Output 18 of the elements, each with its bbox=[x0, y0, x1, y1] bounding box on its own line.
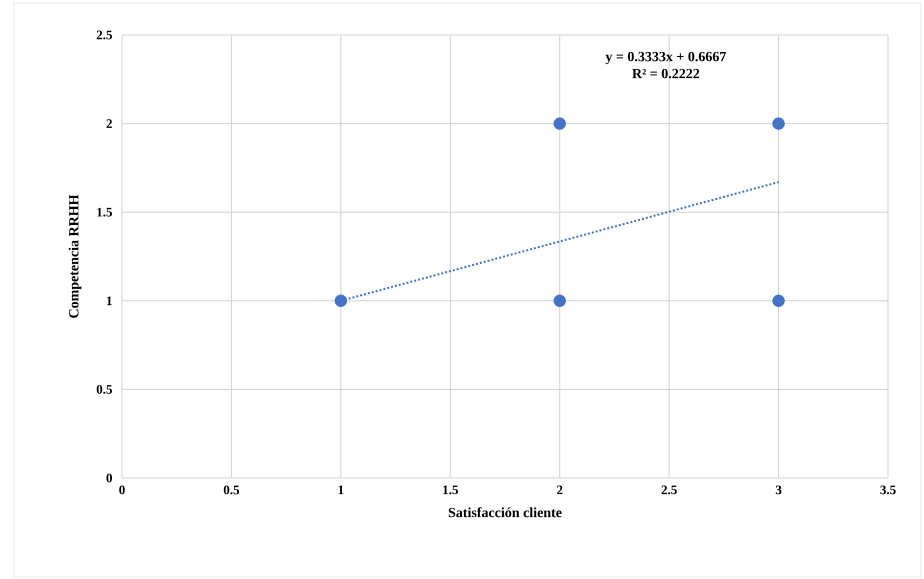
y-tick-label: 0 bbox=[106, 474, 112, 482]
y-tick-label: 1.5 bbox=[97, 208, 112, 217]
x-tick-label: 1 bbox=[338, 486, 344, 494]
x-tick-label: 0.5 bbox=[224, 486, 240, 494]
x-axis-title: Satisfacción cliente bbox=[448, 507, 562, 518]
y-tick-label: 0.5 bbox=[96, 384, 112, 394]
x-tick-label: 2.5 bbox=[662, 486, 677, 494]
y-tick-label: 2 bbox=[106, 119, 112, 128]
x-tick-label: 1.5 bbox=[443, 486, 458, 494]
x-tick-label: 3 bbox=[776, 486, 782, 494]
annotation: y = 0.3333x + 0.6667 bbox=[606, 52, 726, 64]
y-axis-title: Competencia RRHH bbox=[68, 194, 82, 318]
x-tick-label: 3.5 bbox=[880, 486, 896, 494]
x-tick-label: 0 bbox=[119, 486, 125, 494]
y-tick-label: 2.5 bbox=[96, 30, 112, 40]
annotation: R² = 0.2222 bbox=[632, 68, 700, 78]
y-tick-label: 1 bbox=[107, 296, 112, 306]
x-tick-label: 2 bbox=[557, 486, 562, 494]
